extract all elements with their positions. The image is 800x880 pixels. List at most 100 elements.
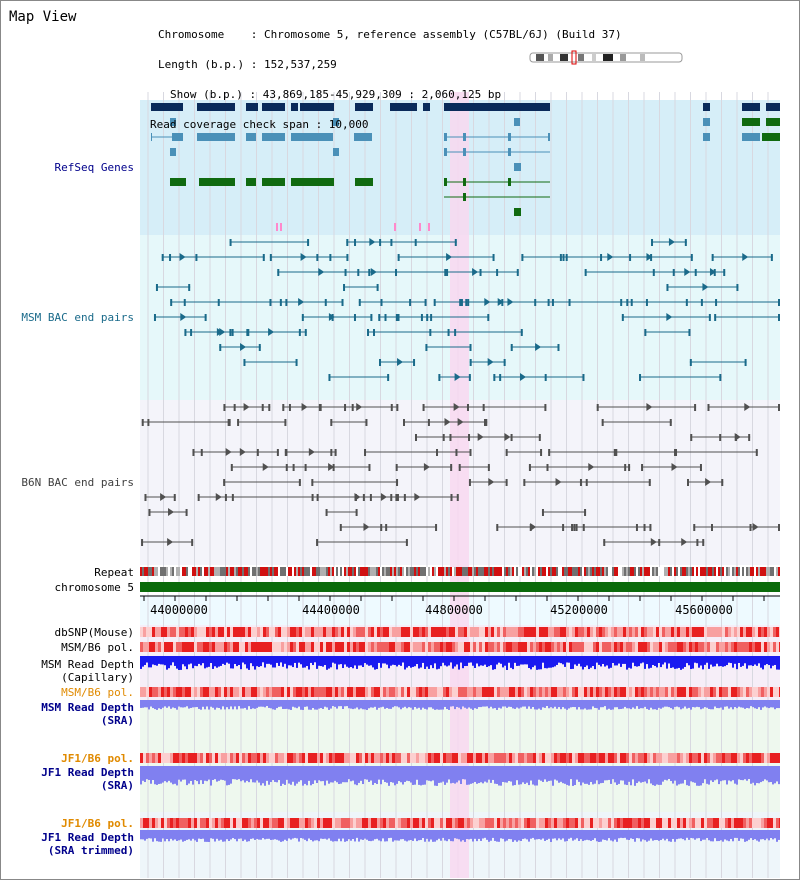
jf1-pol-strip xyxy=(179,753,182,763)
msm-pol-strip xyxy=(776,642,779,652)
jf1-pol-strip xyxy=(455,753,458,763)
jf1-pol-trim-strip xyxy=(698,818,701,828)
track-label-msm-bac[interactable]: MSM BAC end pairs xyxy=(21,311,134,324)
repeat-segment xyxy=(374,567,376,576)
msm-pol-strip xyxy=(710,642,713,652)
b6n-bac-pair-end xyxy=(223,479,226,486)
msm-depth-sra-bar xyxy=(292,700,294,707)
msm-depth-capillary-bar xyxy=(508,656,510,663)
repeat-segment xyxy=(686,567,688,576)
jf1-pol-trim-strip xyxy=(506,818,509,828)
repeat-segment xyxy=(170,567,172,576)
msm-pol-strip xyxy=(260,642,263,652)
msm-depth-sra-bar xyxy=(418,700,420,708)
jf1-depth-sra-bar xyxy=(274,766,276,782)
jf1-depth-trim-bar xyxy=(588,830,590,841)
jf1-pol-strip xyxy=(299,753,302,763)
track-label-jf1-pol-2[interactable]: JF1/B6 pol. xyxy=(61,817,134,830)
repeat-segment xyxy=(454,567,456,576)
jf1-pol-strip xyxy=(680,753,683,763)
msm-depth-capillary-bar xyxy=(348,656,350,668)
jf1-depth-sra-bar xyxy=(452,766,454,783)
track-label-b6n-bac[interactable]: B6N BAC end pairs xyxy=(21,476,134,489)
msm-pol-sra-strip xyxy=(755,687,758,697)
jf1-depth-trim-bar xyxy=(630,830,632,839)
jf1-depth-trim-bar xyxy=(694,830,696,840)
repeat-segment xyxy=(494,567,496,576)
msm-pol-strip xyxy=(275,642,278,652)
repeat-segment xyxy=(300,567,302,576)
msm-pol-strip xyxy=(203,642,206,652)
jf1-depth-sra-bar xyxy=(680,766,682,784)
jf1-pol-strip xyxy=(368,753,371,763)
msm-depth-capillary-bar xyxy=(258,656,260,667)
jf1-pol-strip xyxy=(224,753,227,763)
jf1-depth-trim-bar xyxy=(776,830,778,842)
msm-depth-sra-bar xyxy=(548,700,550,709)
b6n-bac-pair-end xyxy=(603,539,606,546)
jf1-depth-trim-bar xyxy=(496,830,498,842)
msm-depth-sra-bar xyxy=(676,700,678,707)
jf1-pol-trim-strip xyxy=(752,818,755,828)
jf1-depth-sra-bar xyxy=(200,766,202,781)
jf1-depth-sra-bar xyxy=(760,766,762,783)
msm-depth-capillary-bar xyxy=(754,656,756,665)
jf1-depth-sra-bar xyxy=(198,766,200,785)
msm-depth-sra-bar xyxy=(542,700,544,708)
jf1-depth-trim-bar xyxy=(638,830,640,839)
region-info: Chromosome : Chromosome 5, reference ass… xyxy=(150,10,622,140)
jf1-depth-sra-bar xyxy=(320,766,322,782)
repeat-segment xyxy=(548,567,550,576)
msm-bac-pair-end xyxy=(651,239,654,246)
msm-depth-capillary-bar xyxy=(656,656,658,668)
msm-depth-sra-bar xyxy=(610,700,612,710)
b6n-bac-pair-end xyxy=(648,479,651,486)
track-label-dbsnp[interactable]: dbSNP(Mouse) xyxy=(54,626,134,639)
msm-depth-sra-bar xyxy=(494,700,496,709)
jf1-depth-trim-bar xyxy=(732,830,734,842)
msm-depth-capillary-bar xyxy=(260,656,262,667)
jf1-pol-trim-strip xyxy=(191,818,194,828)
msm-depth-capillary-bar xyxy=(760,656,762,668)
msm-pol-sra-strip xyxy=(728,687,731,697)
msm-depth-capillary-bar xyxy=(604,656,606,667)
jf1-depth-trim-bar xyxy=(738,830,740,841)
gene-exon xyxy=(444,133,447,141)
jf1-pol-strip xyxy=(587,753,590,763)
msm-pol-strip xyxy=(464,642,467,652)
msm-pol-strip xyxy=(764,642,767,652)
track-label-jf1-depth-trim[interactable]: JF1 Read Depth xyxy=(41,831,134,844)
jf1-depth-trim-bar xyxy=(386,830,388,842)
repeat-segment xyxy=(646,567,648,576)
msm-pol-sra-strip xyxy=(698,687,701,697)
msm-depth-sra-bar xyxy=(234,700,236,707)
jf1-depth-sra-bar xyxy=(384,766,386,782)
track-label-msm-pol-1[interactable]: MSM/B6 pol. xyxy=(61,641,134,654)
track-label-jf1-pol-1[interactable]: JF1/B6 pol. xyxy=(61,752,134,765)
repeat-segment xyxy=(716,567,718,576)
repeat-segment xyxy=(758,567,760,576)
track-label-msm-depth-cap[interactable]: MSM Read Depth xyxy=(41,658,134,671)
msm-pol-strip xyxy=(662,642,665,652)
jf1-pol-trim-strip xyxy=(491,818,494,828)
jf1-depth-sra-bar xyxy=(654,766,656,786)
jf1-pol-strip xyxy=(434,753,437,763)
jf1-depth-trim-bar xyxy=(250,830,252,839)
track-label-jf1-depth-sra[interactable]: JF1 Read Depth xyxy=(41,766,134,779)
track-label-msm-depth-sra[interactable]: MSM Read Depth xyxy=(41,701,134,714)
msm-pol-sra-strip xyxy=(617,687,620,697)
msm-depth-sra-bar xyxy=(446,700,448,709)
dbsnp-strip xyxy=(530,627,533,637)
b6n-bac-pair-end xyxy=(368,464,371,471)
track-label-msm-pol-2[interactable]: MSM/B6 pol. xyxy=(61,686,134,699)
repeat-segment xyxy=(534,567,536,576)
jf1-pol-strip xyxy=(242,753,245,763)
msm-depth-capillary-bar xyxy=(170,656,172,666)
msm-bac-pair-end xyxy=(190,329,193,336)
msm-depth-sra-bar xyxy=(360,700,362,709)
track-label-refseq[interactable]: RefSeq Genes xyxy=(54,161,134,174)
jf1-depth-sra-bar xyxy=(390,766,392,783)
jf1-pol-strip xyxy=(536,753,539,763)
jf1-depth-sra-bar xyxy=(332,766,334,783)
